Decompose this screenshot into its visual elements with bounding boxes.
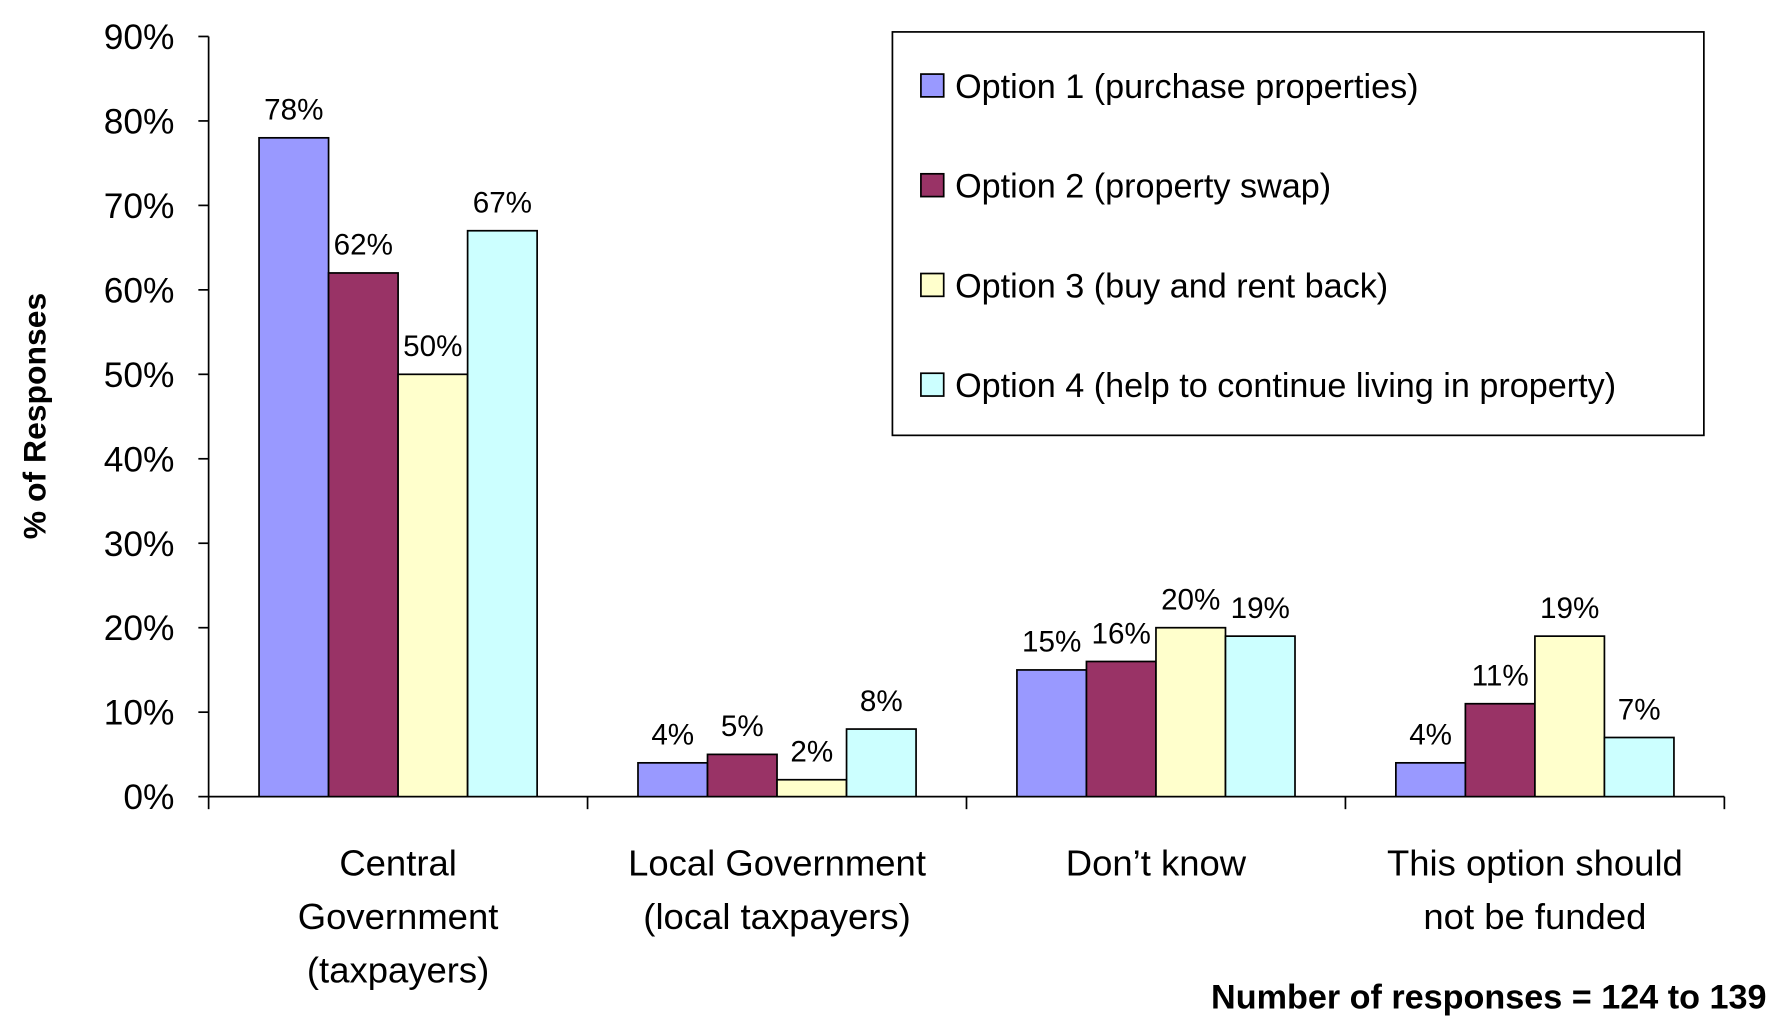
data-label: 8% — [860, 685, 903, 718]
y-tick-label: 10% — [104, 694, 175, 733]
x-tick-label: Central Government (taxpayers) — [298, 842, 499, 990]
data-label: 19% — [1540, 592, 1599, 625]
bar — [1085, 660, 1157, 798]
bar — [327, 272, 399, 798]
x-tick-label: Local Government (local taxpayers) — [628, 842, 926, 937]
data-label: 62% — [334, 229, 393, 262]
y-tick-label: 40% — [104, 440, 175, 479]
bar — [776, 778, 848, 798]
bar — [1155, 626, 1227, 798]
note: Number of responses = 124 to 139 — [1211, 979, 1767, 1017]
y-tick-label: 30% — [104, 525, 175, 564]
legend-swatch — [920, 172, 945, 198]
legend-swatch — [920, 272, 945, 298]
data-label: 20% — [1161, 583, 1220, 616]
data-label: 11% — [1472, 659, 1529, 692]
data-label: 67% — [473, 186, 532, 219]
bar — [1534, 635, 1606, 798]
bar — [258, 136, 330, 798]
legend-box — [891, 31, 1705, 437]
data-label: 4% — [651, 719, 694, 752]
legend-label: Option 1 (purchase properties) — [955, 68, 1418, 106]
legend-label: Option 2 (property swap) — [955, 168, 1331, 206]
bar — [1395, 761, 1467, 798]
data-label: 5% — [721, 710, 764, 743]
bar — [1016, 669, 1088, 798]
y-tick-label: 50% — [104, 356, 175, 395]
bar — [637, 761, 709, 798]
bar — [845, 728, 917, 798]
y-axis-label: % of Responses — [17, 293, 53, 539]
data-label: 16% — [1092, 617, 1151, 650]
y-tick-label: 80% — [104, 102, 175, 141]
legend-swatch — [920, 73, 945, 98]
data-label: 7% — [1618, 693, 1661, 726]
bar — [1603, 736, 1675, 798]
legend-label: Option 4 (help to continue living in pro… — [955, 367, 1616, 405]
bar — [706, 753, 778, 798]
y-tick-label: 70% — [104, 187, 175, 226]
y-tick-label: 90% — [104, 18, 175, 57]
y-tick-label: 0% — [123, 778, 174, 817]
x-tick-label: Don’t know — [1066, 842, 1247, 883]
data-label: 4% — [1409, 719, 1452, 752]
legend-swatch — [920, 372, 945, 397]
y-tick-label: 60% — [104, 271, 175, 310]
data-label: 15% — [1022, 626, 1081, 659]
bar — [1224, 635, 1296, 798]
legend-label: Option 3 (buy and rent back) — [955, 267, 1388, 305]
data-label: 50% — [403, 330, 462, 363]
data-label: 2% — [790, 735, 833, 768]
bar — [466, 229, 538, 798]
data-label: 19% — [1231, 592, 1290, 625]
x-tick-label: This option should not be funded — [1387, 842, 1683, 937]
bar — [1464, 702, 1536, 798]
y-tick-label: 20% — [104, 609, 175, 648]
data-label: 78% — [264, 94, 323, 127]
bar — [397, 373, 469, 798]
